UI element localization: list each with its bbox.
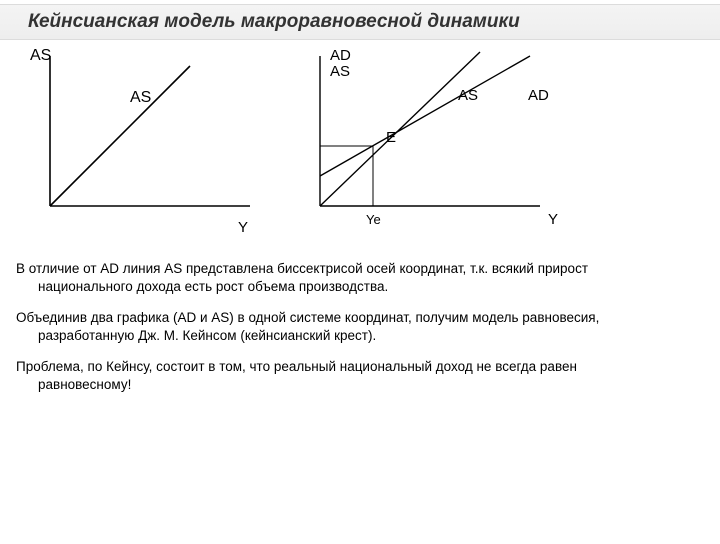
p2-line1: Объединив два графика (AD и AS) в одной … [16, 310, 599, 325]
as-line-label: AS [458, 87, 478, 104]
p2-line2: разработанную Дж. М. Кейнсом (кейнсианск… [16, 327, 704, 345]
paragraph-1: В отличие от AD линия AS представлена би… [16, 260, 704, 295]
as-line [50, 66, 190, 206]
ad-line [320, 56, 530, 176]
chart-right: AD AS AS AD E Ye Y [300, 46, 600, 246]
paragraphs: В отличие от AD линия AS представлена би… [0, 252, 720, 415]
y-label: Y [548, 211, 558, 228]
paragraph-2: Объединив два графика (AD и AS) в одной … [16, 309, 704, 344]
p3-line2: равновесному! [16, 376, 704, 394]
p1-line1: В отличие от AD линия AS представлена би… [16, 261, 588, 276]
ye-label: Ye [366, 212, 381, 227]
paragraph-3: Проблема, по Кейнсу, состоит в том, что … [16, 358, 704, 393]
page-title: Кейнсианская модель макроравновесной дин… [28, 11, 520, 32]
x-axis-label: Y [238, 219, 248, 236]
ad-line-label: AD [528, 87, 549, 104]
chart-left-svg: AS AS Y [30, 46, 280, 246]
as-line-label: AS [130, 89, 151, 106]
y-top-label-as: AS [330, 63, 350, 80]
y-axis-label: AS [30, 47, 51, 64]
e-label: E [386, 129, 396, 146]
chart-left: AS AS Y [30, 46, 280, 246]
p3-line1: Проблема, по Кейнсу, состоит в том, что … [16, 359, 577, 374]
charts-row: AS AS Y AD AS AS AD E Ye [0, 40, 720, 252]
title-bar: Кейнсианская модель макроравновесной дин… [0, 4, 720, 40]
p1-line2: национального дохода есть рост объема пр… [16, 278, 704, 296]
y-top-label-ad: AD [330, 47, 351, 64]
chart-right-svg: AD AS AS AD E Ye Y [300, 46, 600, 246]
